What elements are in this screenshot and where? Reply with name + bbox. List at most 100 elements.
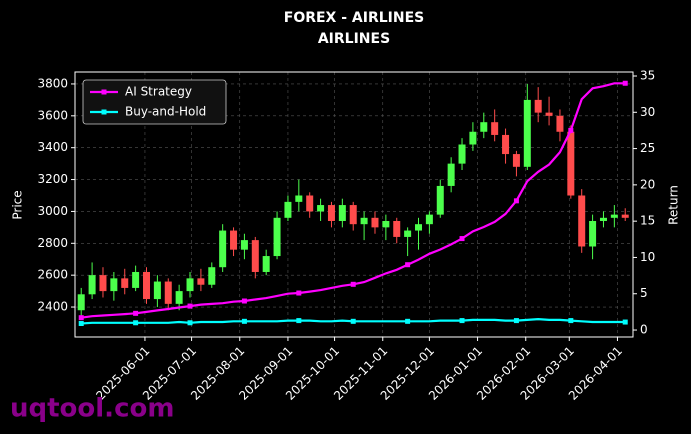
candle-body: [469, 131, 477, 145]
candle-body: [534, 99, 542, 113]
candle-body: [512, 154, 520, 167]
candle-body: [88, 275, 96, 295]
y-tick-label: 2800: [37, 236, 68, 250]
line-marker: [513, 198, 519, 204]
candle-body: [197, 278, 205, 285]
candle-body: [121, 278, 129, 288]
y2-axis-label: Return: [667, 185, 681, 225]
candle-body: [175, 291, 183, 304]
candle-body: [578, 195, 586, 247]
chart-subtitle: AIRLINES: [318, 31, 390, 47]
candle-body: [327, 205, 335, 221]
line-marker: [459, 318, 465, 324]
line-marker: [78, 315, 84, 321]
line-marker: [405, 262, 411, 268]
line-marker: [568, 318, 574, 324]
candle-body: [589, 220, 597, 247]
candle-body: [132, 271, 140, 288]
candle-body: [567, 131, 575, 196]
candle-body: [251, 240, 259, 272]
candle-body: [99, 275, 107, 292]
line-marker: [459, 236, 465, 242]
y-tick-label: 3200: [37, 172, 68, 186]
y-tick-label: 3600: [37, 108, 68, 122]
legend-label: AI Strategy: [125, 85, 192, 99]
candle-body: [545, 112, 553, 116]
legend-box: [82, 79, 227, 125]
legend-swatch-marker: [101, 109, 107, 115]
legend-label: Buy-and-Hold: [125, 105, 206, 119]
line-marker: [133, 320, 139, 326]
candle-body: [371, 217, 379, 228]
chart-title: FOREX - AIRLINES: [284, 10, 424, 26]
line-marker: [187, 320, 193, 326]
y2-tick-label: 15: [640, 214, 655, 228]
candle-body: [621, 214, 629, 218]
line-marker: [622, 80, 628, 86]
candle-body: [480, 122, 488, 132]
line-marker: [78, 320, 84, 326]
candle-body: [219, 230, 227, 268]
candle-body: [436, 185, 444, 215]
candle-body: [393, 220, 401, 237]
candle-body: [415, 224, 423, 231]
y2-tick-label: 30: [640, 105, 655, 119]
line-marker: [187, 303, 193, 309]
candle-body: [404, 230, 412, 237]
line-marker: [405, 318, 411, 324]
candle-body: [295, 195, 303, 202]
candle-body: [77, 294, 85, 311]
candle-body: [262, 256, 270, 272]
line-marker: [241, 298, 247, 304]
y-tick-label: 3000: [37, 204, 68, 218]
candle-body: [447, 163, 455, 186]
line-marker: [622, 319, 628, 325]
candle-body: [458, 144, 466, 164]
y2-tick-label: 20: [640, 177, 655, 191]
candle-body: [425, 214, 433, 225]
candle-body: [599, 217, 607, 221]
candle-body: [186, 278, 194, 292]
candle-body: [523, 99, 531, 167]
y-tick-label: 3800: [37, 76, 68, 90]
candle-body: [240, 240, 248, 250]
candle-body: [164, 281, 172, 304]
line-marker: [568, 127, 574, 133]
candle-body: [142, 271, 150, 300]
candle-body: [284, 201, 292, 218]
candle-body: [349, 205, 357, 225]
candle-body: [208, 267, 216, 285]
watermark: uqtool.com: [10, 394, 174, 424]
candle-body: [491, 122, 499, 135]
candle-body: [230, 230, 238, 250]
y-tick-label: 3400: [37, 140, 68, 154]
line-marker: [296, 290, 302, 296]
candle-body: [306, 195, 314, 212]
legend-swatch-marker: [101, 89, 107, 95]
candle-body: [610, 214, 618, 218]
candle-body: [317, 205, 325, 212]
y2-tick-label: 0: [640, 323, 648, 337]
line-marker: [350, 281, 356, 287]
line-marker: [350, 318, 356, 324]
candle-body: [360, 217, 368, 225]
candle-body: [273, 217, 281, 257]
y2-tick-label: 35: [640, 68, 655, 82]
line-marker: [513, 318, 519, 324]
candle-body: [382, 220, 390, 228]
y2-tick-label: 25: [640, 141, 655, 155]
y2-tick-label: 10: [640, 250, 655, 264]
y-tick-label: 2400: [37, 300, 68, 314]
y-tick-label: 2600: [37, 268, 68, 282]
line-marker: [133, 310, 139, 316]
candle-body: [110, 278, 118, 292]
line-marker: [296, 318, 302, 324]
y-axis-label: Price: [11, 190, 25, 219]
candle-body: [556, 115, 564, 132]
candle-body: [153, 281, 161, 300]
candle-body: [338, 205, 346, 221]
candle-body: [502, 134, 510, 155]
y2-tick-label: 5: [640, 286, 648, 300]
